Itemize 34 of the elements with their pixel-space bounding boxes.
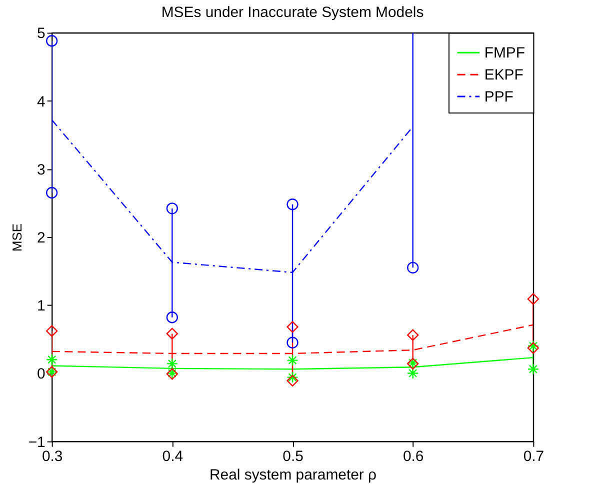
point [286,336,298,348]
y-tick-label: 3 [37,161,46,178]
point [166,358,178,370]
x-tick-label: 0.6 [402,448,424,465]
point [286,371,298,384]
legend-label: PPF [484,88,514,106]
point [46,186,58,199]
x-tick-label: 0.4 [162,448,184,465]
x-tick-label: 0.5 [282,448,304,465]
point [407,262,419,274]
y-axis-title: MSE [9,223,24,252]
y-tick-label: 1 [37,298,46,315]
point [286,354,298,366]
chart-title: MSEs under Inaccurate System Models [161,4,424,21]
legend-label: EKPF [484,66,524,84]
point [527,293,540,305]
x-tick-label: 0.7 [523,448,544,465]
y-tick-label: 4 [37,93,46,110]
y-tick-label: 5 [37,25,46,42]
y-tick-label: 0 [37,366,46,383]
legend-label: FMPF [484,44,526,62]
point [46,35,58,47]
x-axis-title: Real system parameter ρ [209,466,377,484]
point [166,312,178,324]
point [286,374,298,387]
point [407,329,419,341]
point [166,202,178,214]
point [527,363,540,375]
y-tick-label: 2 [37,230,46,247]
point [46,354,58,366]
point [166,328,178,340]
point [46,325,58,337]
point [286,321,298,333]
point [286,198,298,210]
